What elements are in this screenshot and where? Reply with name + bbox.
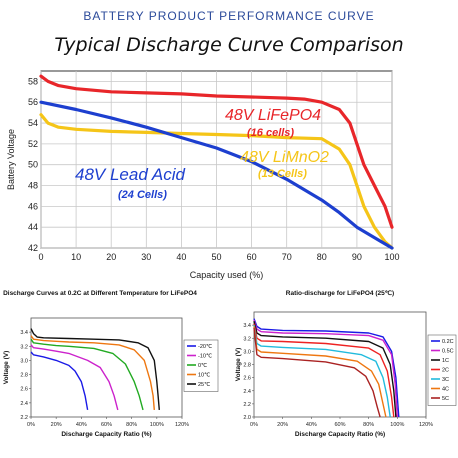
series-line-20 bbox=[30, 351, 89, 411]
legend-label-0-2c: 0.2C bbox=[442, 339, 454, 345]
x-tick-label: 100% bbox=[150, 422, 164, 428]
series-line-48v-lead-acid bbox=[39, 100, 394, 250]
x-tick-label: 20 bbox=[106, 252, 116, 262]
y-tick-label: 56 bbox=[28, 97, 38, 107]
page-header: BATTERY PRODUCT PERFORMANCE CURVE bbox=[83, 9, 375, 23]
series-sublabel-48v-lead-acid: (24 Cells) bbox=[118, 189, 167, 201]
y-tick-label: 3.4 bbox=[20, 330, 28, 336]
y-tick-label: 3.4 bbox=[243, 323, 251, 329]
series-line-0 bbox=[30, 338, 144, 411]
y-tick-label: 2.6 bbox=[20, 387, 28, 393]
chart-title: Discharge Curves at 0.2C at Different Te… bbox=[3, 290, 197, 297]
y-axis-label: Voltage (V) bbox=[3, 351, 10, 384]
page-title: Typical Discharge Curve Comparison bbox=[54, 34, 404, 56]
x-tick-label: 70 bbox=[282, 252, 292, 262]
series-line-48v-lifepo4 bbox=[39, 74, 394, 229]
series-label-48v-lifepo4: 48V LiFePO4 bbox=[225, 107, 321, 124]
y-tick-label: 2.4 bbox=[243, 389, 251, 395]
series-line-0-2c bbox=[253, 318, 400, 418]
x-tick-label: 60% bbox=[101, 422, 112, 428]
y-tick-label: 2.2 bbox=[243, 402, 251, 408]
y-tick-label: 54 bbox=[28, 118, 38, 128]
y-tick-label: 2.4 bbox=[20, 401, 28, 407]
x-tick-label: 0% bbox=[250, 422, 258, 428]
series-label-48v-limno2: 48V LiMnO2 bbox=[240, 149, 329, 166]
x-tick-label: 20% bbox=[51, 422, 62, 428]
x-tick-label: 90 bbox=[352, 252, 362, 262]
x-tick-label: 80 bbox=[317, 252, 327, 262]
series-sublabel-48v-lifepo4: (16 cells) bbox=[247, 127, 294, 139]
y-tick-label: 3.0 bbox=[20, 358, 28, 364]
x-axis-label: Capacity used (%) bbox=[190, 270, 264, 280]
y-tick-label: 58 bbox=[28, 76, 38, 86]
y-axis-label: Battery Voltage bbox=[6, 129, 16, 190]
y-tick-label: 44 bbox=[28, 222, 38, 232]
series-line-3c bbox=[253, 324, 391, 418]
series-label-48v-lead-acid: 48V Lead Acid bbox=[75, 165, 185, 184]
series-line-10 bbox=[30, 344, 119, 411]
x-tick-label: 60 bbox=[247, 252, 257, 262]
x-tick-label: 40 bbox=[176, 252, 186, 262]
series-sublabel-48v-limno2: (13 Cells) bbox=[258, 168, 307, 180]
x-tick-label: 80% bbox=[126, 422, 137, 428]
legend-label-4c: 4C bbox=[442, 387, 449, 393]
y-tick-label: 42 bbox=[28, 243, 38, 253]
main-discharge-chart: 0 10 20 30 40 50 60 70 80 90 100 42 44 46 48 50 52 54 56 58… bbox=[6, 70, 400, 280]
y-axis-label: Voltage (V) bbox=[235, 348, 242, 381]
series-line-4c bbox=[253, 326, 387, 418]
legend-label-10: 10℃ bbox=[198, 373, 211, 379]
series-line-48v-limno2 bbox=[39, 113, 394, 250]
x-axis-label: Discharge Capacity Ratio (%) bbox=[295, 431, 385, 438]
x-tick-label: 0% bbox=[27, 422, 35, 428]
x-tick-label: 10 bbox=[71, 252, 81, 262]
y-tick-label: 46 bbox=[28, 201, 38, 211]
legend-label-25: 25℃ bbox=[198, 382, 211, 388]
y-tick-label: 2.0 bbox=[243, 415, 251, 421]
series-line-10 bbox=[30, 335, 155, 410]
legend-label-0: 0℃ bbox=[198, 363, 208, 369]
y-tick-label: 2.2 bbox=[20, 415, 28, 421]
x-tick-label: 80% bbox=[363, 422, 374, 428]
legend-label-3c: 3C bbox=[442, 377, 449, 383]
y-tick-label: 3.2 bbox=[20, 344, 28, 350]
series-line-5c bbox=[253, 327, 381, 418]
series-line-25 bbox=[30, 328, 160, 410]
legend-label-0-5c: 0.5C bbox=[442, 349, 454, 355]
x-tick-label: 0 bbox=[38, 252, 43, 262]
legend-label-5c: 5C bbox=[442, 396, 449, 402]
y-tick-label: 2.6 bbox=[243, 376, 251, 382]
y-tick-label: 2.8 bbox=[243, 363, 251, 369]
series-line-1c bbox=[253, 321, 397, 418]
legend-label-10: -10℃ bbox=[198, 354, 213, 360]
x-tick-label: 30 bbox=[141, 252, 151, 262]
series-line-0-5c bbox=[253, 319, 398, 418]
legend-label-20: -20℃ bbox=[198, 344, 213, 350]
y-tick-label: 48 bbox=[28, 181, 38, 191]
x-tick-label: 120% bbox=[419, 422, 433, 428]
x-tick-label: 100 bbox=[384, 252, 399, 262]
x-tick-label: 100% bbox=[390, 422, 404, 428]
x-tick-label: 60% bbox=[334, 422, 345, 428]
rate-discharge-chart: Ratio-discharge for LiFePO4 (25℃) 0% 20% 40… bbox=[235, 289, 457, 438]
x-tick-label: 50 bbox=[211, 252, 221, 262]
x-tick-label: 40% bbox=[76, 422, 87, 428]
y-tick-label: 50 bbox=[28, 160, 38, 170]
chart-title: Ratio-discharge for LiFePO4 (25℃) bbox=[286, 289, 394, 297]
temperature-discharge-chart: Discharge Curves at 0.2C at Different Te… bbox=[3, 290, 219, 438]
y-tick-label: 52 bbox=[28, 139, 38, 149]
x-tick-label: 40% bbox=[306, 422, 317, 428]
x-axis-label: Discharge Capacity Ratio (%) bbox=[61, 431, 151, 438]
x-tick-label: 120% bbox=[175, 422, 189, 428]
y-tick-label: 3.0 bbox=[243, 349, 251, 355]
y-tick-label: 2.8 bbox=[20, 373, 28, 379]
plot-area bbox=[30, 317, 183, 418]
legend-label-1c: 1C bbox=[442, 358, 449, 364]
series-line-2c bbox=[253, 323, 395, 418]
legend-label-2c: 2C bbox=[442, 368, 449, 374]
y-tick-label: 3.2 bbox=[243, 336, 251, 342]
x-tick-label: 20% bbox=[277, 422, 288, 428]
